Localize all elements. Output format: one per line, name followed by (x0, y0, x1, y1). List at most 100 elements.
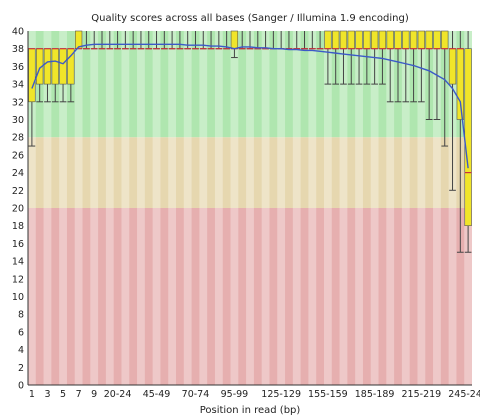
y-tick-label: 16 (12, 239, 24, 250)
box-4 (51, 48, 59, 103)
box-225-229 (433, 30, 441, 120)
iqr-box (464, 48, 472, 227)
stripe (121, 31, 130, 385)
iqr-box (456, 48, 464, 120)
chart-title: Quality scores across all bases (Sanger … (91, 13, 409, 24)
stripe (386, 31, 395, 385)
box-205-209 (402, 30, 410, 103)
x-tick-label: 125-129 (261, 389, 301, 400)
box-5 (59, 48, 67, 103)
y-tick-label: 22 (12, 186, 24, 197)
box-160-164 (332, 30, 340, 85)
y-tick-label: 20 (12, 204, 24, 215)
box-45-49 (153, 31, 160, 50)
iqr-box (324, 30, 332, 50)
stripe (261, 31, 270, 385)
stripe (277, 31, 286, 385)
box-30-34 (129, 31, 137, 50)
stripe (183, 31, 192, 385)
stripe (417, 31, 426, 385)
x-axis-label: Position in read (bp) (200, 405, 301, 416)
box-2 (36, 48, 44, 103)
iqr-box (402, 30, 410, 50)
box-15-19 (106, 31, 114, 50)
stripe (246, 31, 254, 385)
y-tick-label: 6 (18, 327, 24, 338)
y-tick-label: 10 (12, 292, 24, 303)
box-90-94 (223, 31, 230, 50)
iqr-box (230, 30, 239, 50)
y-tick-label: 0 (18, 381, 24, 392)
stripe (199, 31, 208, 385)
iqr-box (433, 30, 441, 50)
mean-line (31, 43, 469, 169)
box-110-114 (254, 31, 262, 50)
box-185-189 (370, 30, 379, 85)
box-6 (67, 48, 75, 103)
stripe (230, 31, 239, 385)
y-tick-label: 14 (12, 257, 24, 268)
y-tick-label: 18 (12, 221, 24, 232)
box-195-199 (386, 30, 394, 103)
box-plot-series (28, 30, 472, 253)
y-tick-label: 4 (18, 345, 24, 356)
iqr-box (332, 30, 340, 50)
x-tick-label: 7 (76, 389, 82, 400)
iqr-box (43, 48, 52, 85)
box-235-239 (448, 31, 457, 191)
y-tick-label: 38 (12, 44, 24, 55)
y-tick-label: 28 (12, 133, 24, 144)
y-tick-label: 32 (12, 97, 24, 108)
x-tick-label: 20-24 (104, 389, 132, 400)
iqr-box (425, 30, 433, 50)
band-0 (28, 208, 472, 385)
iqr-box (409, 30, 418, 50)
iqr-box (378, 30, 387, 50)
y-tick-label: 2 (18, 363, 24, 374)
column-stripes (28, 31, 472, 385)
x-tick-label: 70-74 (182, 389, 210, 400)
iqr-box (59, 48, 67, 85)
box-190-194 (378, 30, 387, 85)
x-tick-label: 9 (91, 389, 97, 400)
x-tick-label: 215-219 (402, 389, 442, 400)
x-tick-label: 5 (60, 389, 66, 400)
iqr-box (394, 30, 402, 50)
x-tick-label: 45-49 (143, 389, 171, 400)
iqr-box (339, 30, 348, 50)
box-145-149 (308, 31, 316, 50)
stripe (355, 31, 363, 385)
iqr-box (28, 48, 36, 103)
x-tick-label: 3 (44, 389, 50, 400)
y-tick-label: 24 (12, 168, 24, 179)
box-210-214 (409, 30, 418, 103)
stripe (401, 31, 410, 385)
box-245-249 (464, 31, 472, 253)
box-215-219 (417, 30, 426, 103)
stripe (28, 31, 36, 385)
box-155-159 (324, 30, 332, 85)
stripe (448, 31, 457, 385)
box-220-224 (425, 30, 433, 120)
x-tick-label: 1 (29, 389, 35, 400)
y-tick-label: 40 (12, 27, 24, 38)
stripe (137, 31, 145, 385)
stripe (324, 31, 332, 385)
stripe (433, 31, 441, 385)
box-105-109 (246, 31, 254, 50)
stripe (90, 31, 99, 385)
y-tick-label: 30 (12, 115, 24, 126)
stripe (370, 31, 379, 385)
stripe (168, 31, 176, 385)
box-135-139 (293, 31, 301, 50)
y-tick-label: 26 (12, 150, 24, 161)
stripe (292, 31, 301, 385)
iqr-box (51, 48, 59, 85)
box-35-39 (137, 31, 145, 50)
iqr-box (441, 30, 449, 50)
y-tick-label: 12 (12, 274, 24, 285)
box-40-44 (145, 31, 153, 50)
box-180-184 (363, 30, 371, 85)
stripe (214, 31, 223, 385)
